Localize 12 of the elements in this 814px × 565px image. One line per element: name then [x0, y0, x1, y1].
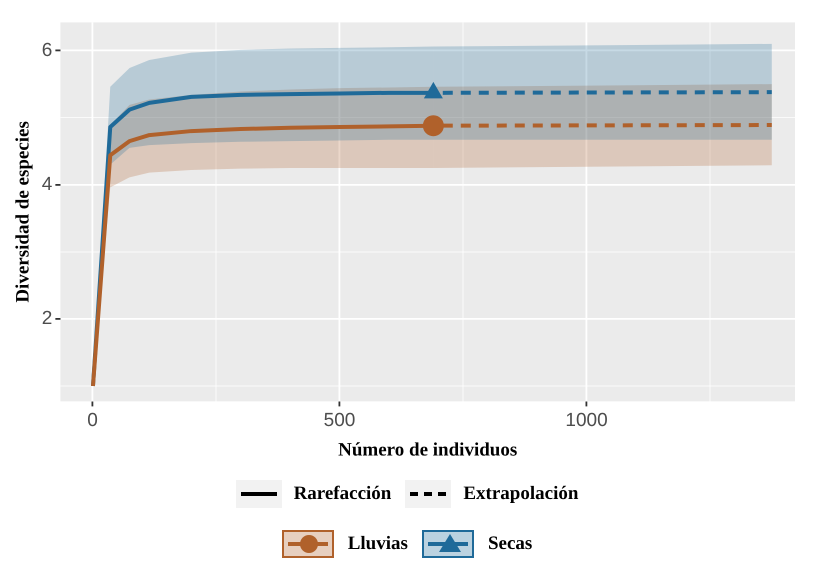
- x-tick-label: 0: [87, 410, 98, 432]
- y-tick-label: 4: [42, 174, 53, 195]
- text: Extrapolación: [463, 483, 578, 505]
- x-tick-label: 1000: [565, 410, 608, 432]
- x-axis-title: Número de individuos: [338, 440, 518, 461]
- y-axis-title: Diversidad de especies: [12, 121, 34, 303]
- x-tick-label: 500: [324, 410, 356, 432]
- legend-label: Secas: [488, 533, 532, 555]
- y-tick-label: 6: [42, 40, 52, 61]
- legend-label: Lluvias: [348, 533, 408, 555]
- text: Rarefacción: [294, 483, 392, 505]
- y-tick-label: 2: [42, 308, 52, 330]
